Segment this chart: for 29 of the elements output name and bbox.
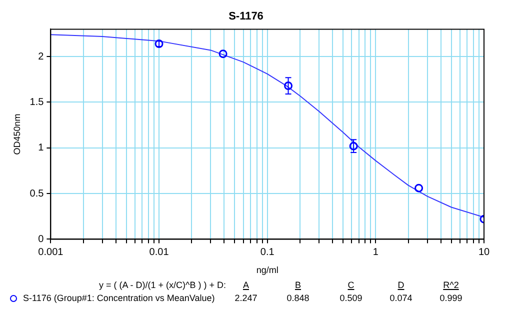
text: D: [396, 280, 406, 290]
text: C: [346, 280, 356, 290]
text: 0.999: [438, 293, 464, 303]
text: 2.247: [234, 293, 258, 303]
text: 0.848: [286, 293, 310, 303]
chart-title: S-1176: [228, 10, 264, 23]
x-axis-title: ng/ml: [256, 265, 278, 276]
y-tick-label: 0.5: [30, 188, 44, 200]
text: y = ( (A - D)/(1 + (x/C)^B ) ) + D:: [99, 280, 226, 290]
point: [414, 184, 424, 192]
point: [349, 142, 358, 150]
text: 0.074: [388, 293, 414, 303]
text: 0.509: [338, 293, 364, 303]
y-tick-label: 1: [38, 142, 44, 154]
point: [218, 50, 228, 58]
x-tick-label: 0.01: [149, 246, 170, 258]
y-tick-label: 2: [38, 51, 44, 62]
x-tick-label: 0.1: [260, 246, 275, 258]
text: B: [294, 280, 302, 290]
text: R^2: [442, 280, 460, 290]
y-axis-title: OD450nm: [12, 114, 22, 155]
x-tick-label: 0.001: [38, 246, 64, 258]
y-tick-label: 1.5: [30, 96, 44, 108]
text: A: [242, 280, 250, 290]
x-tick-label: 1: [372, 246, 379, 258]
y-tick-label: 0: [38, 234, 44, 245]
legend-label: S-1176 (Group#1: Concentration vs MeanValue): [23, 293, 215, 303]
x-tick-label: 10: [478, 246, 490, 258]
point: [284, 82, 293, 90]
